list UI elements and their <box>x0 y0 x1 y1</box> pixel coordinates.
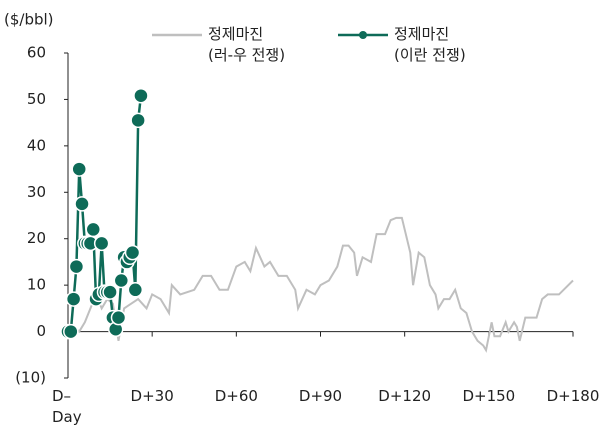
marker <box>124 244 141 261</box>
y-tick-label: 50 <box>27 90 46 108</box>
x-tick-label: D+60 <box>214 387 258 405</box>
marker <box>68 258 85 275</box>
marker <box>130 112 146 129</box>
legend-marker <box>359 31 367 39</box>
marker <box>127 282 144 298</box>
legend-label: 정제마진 (러-우 전쟁) <box>208 25 286 64</box>
marker <box>71 161 87 177</box>
y-tick-label: 0 <box>36 322 46 340</box>
x-tick-label: D– Day <box>52 387 82 426</box>
y-unit: ($/bbl) <box>4 11 54 29</box>
marker <box>93 235 110 252</box>
y-tick-label: 60 <box>27 44 46 62</box>
y-tick-label: (10) <box>15 369 46 387</box>
y-tick-label: 30 <box>27 183 46 201</box>
marker <box>110 309 127 326</box>
line <box>67 216 574 353</box>
marker <box>74 196 90 212</box>
x-tick-label: D+120 <box>378 387 432 405</box>
x-tick-label: D+30 <box>130 387 174 405</box>
marker <box>85 221 101 238</box>
marker <box>63 323 79 340</box>
marker <box>102 284 118 300</box>
y-tick-label: 10 <box>27 276 46 294</box>
x-tick-label: D+90 <box>298 387 343 405</box>
marker <box>65 291 82 307</box>
marker <box>133 87 149 104</box>
y-tick-label: 20 <box>27 229 46 247</box>
y-tick-label: 40 <box>27 136 46 154</box>
marker <box>113 272 130 289</box>
x-tick-label: D+150 <box>462 387 516 405</box>
x-tick-label: D+180 <box>546 387 600 405</box>
legend-label: 정제마진 (이란 전쟁) <box>394 25 466 64</box>
